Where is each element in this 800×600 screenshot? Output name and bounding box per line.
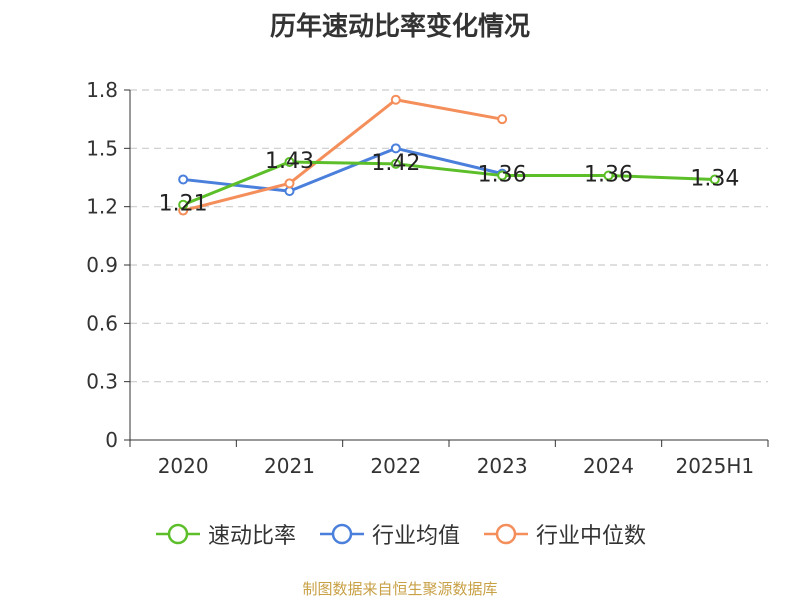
x-tick-label: 2022 (370, 454, 421, 478)
series-layer (178, 94, 720, 216)
data-label: 1.36 (478, 163, 527, 188)
x-tick-label: 2023 (477, 454, 528, 478)
legend-swatch-icon (155, 523, 200, 545)
y-tick-label: 1.8 (86, 78, 118, 102)
y-tick-label: 1.2 (86, 195, 118, 219)
series-line-1 (183, 146, 503, 193)
y-tick-label: 0.3 (86, 370, 118, 394)
data-labels: 1.21 1.43 1.42 1.36 1.36 1.34 (159, 149, 740, 217)
y-tick-label: 0 (105, 428, 118, 452)
x-tick-label: 2024 (583, 454, 634, 478)
legend-label: 速动比率 (207, 524, 296, 549)
source-note: 制图数据来自恒生聚源数据库 (302, 580, 498, 598)
data-point (709, 174, 720, 185)
legend-label: 行业均值 (371, 524, 460, 549)
y-tick-label: 1.5 (86, 136, 118, 160)
chart-title: 历年速动比率变化情况 (269, 12, 530, 42)
data-label: 1.43 (265, 149, 314, 174)
series-line-0 (182, 160, 715, 207)
legend-item[interactable]: 行业均值 (318, 518, 460, 550)
data-point (390, 143, 401, 154)
data-label: 1.36 (584, 163, 633, 188)
data-point (178, 199, 189, 210)
data-point (497, 170, 508, 181)
series-line-2 (182, 98, 503, 213)
x-tick-label: 2021 (264, 454, 315, 478)
y-tick-label: 0.6 (86, 311, 118, 335)
y-tick-label: 0.9 (86, 253, 118, 277)
x-tick-label: 2020 (158, 454, 209, 478)
data-point (390, 158, 401, 169)
data-point (603, 170, 614, 181)
grid-lines (130, 89, 768, 383)
data-point (178, 174, 189, 185)
legend-swatch-icon (484, 523, 528, 545)
data-point (390, 94, 401, 105)
data-point (497, 114, 508, 125)
data-label: 1.34 (690, 166, 739, 191)
legend-item[interactable]: 行业中位数 (482, 518, 646, 550)
data-point (284, 156, 295, 167)
x-tick-label: 2025H1 (675, 454, 754, 478)
legend: 速动比率 行业均值 行业中位数 (0, 518, 800, 550)
data-point (284, 178, 295, 189)
axes: 0 0.3 0.6 0.9 1.2 1.5 1.8 2020 2021 2022 2023 2024 2… (86, 78, 769, 478)
data-label: 1.21 (159, 192, 208, 217)
legend-item[interactable]: 速动比率 (154, 518, 296, 550)
legend-swatch-icon (319, 523, 364, 545)
data-label: 1.42 (371, 151, 420, 176)
legend-label: 行业中位数 (536, 524, 647, 549)
